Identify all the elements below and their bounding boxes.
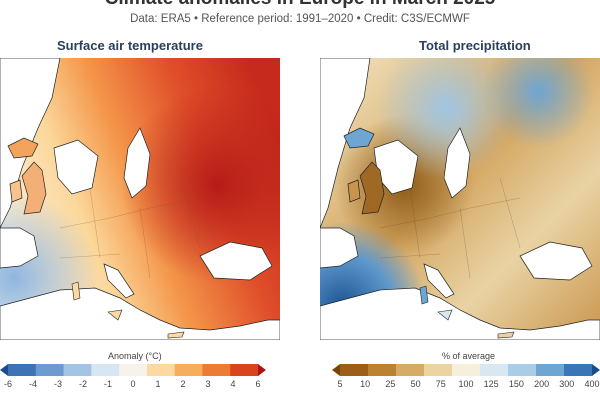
temperature-colorbar-label: Anomaly (°C) [108, 351, 162, 361]
precipitation-tick-label: 75 [435, 379, 446, 389]
temperature-colorbar-segment [202, 364, 231, 376]
temperature-tick-label: -2 [78, 379, 88, 389]
precipitation-colorbar-segment [424, 364, 453, 376]
precipitation-tick-label: 50 [410, 379, 421, 389]
temperature-tick-label: 6 [255, 379, 261, 389]
precipitation-colorbar-arrow-high [592, 364, 600, 376]
temperature-colorbar-arrow-low [0, 364, 8, 376]
temperature-colorbar-segment [230, 364, 259, 376]
temperature-panel-title: Surface air temperature [57, 38, 203, 53]
precipitation-colorbar [332, 364, 600, 376]
precipitation-colorbar-segment [340, 364, 369, 376]
precipitation-tick-label: 125 [483, 379, 499, 389]
precipitation-tick-label: 5 [337, 379, 343, 389]
precipitation-colorbar-segment [396, 364, 425, 376]
precipitation-tick-label: 100 [458, 379, 474, 389]
chart-title: Climate anomalies in Europe in March 202… [0, 0, 600, 10]
temperature-colorbar-segment [174, 364, 203, 376]
temperature-colorbar-segment [8, 364, 37, 376]
temperature-colorbar-segment [146, 364, 176, 376]
precipitation-colorbar-label: % of average [442, 351, 496, 361]
temperature-colorbar-segment [119, 364, 148, 376]
temperature-tick-label: -4 [28, 379, 38, 389]
precipitation-colorbar-ticks: 5 10 25 50 75 100 125 150 200 300 400 [332, 379, 600, 393]
temperature-tick-label: -6 [3, 379, 13, 389]
temperature-tick-label: 0 [130, 379, 136, 389]
temperature-anomaly-map [0, 58, 280, 340]
precipitation-tick-label: 150 [508, 379, 524, 389]
temperature-colorbar-arrow-high [258, 364, 266, 376]
temperature-colorbar-segment [91, 364, 120, 376]
temperature-tick-label: 2 [180, 379, 186, 389]
precipitation-colorbar-segment [536, 364, 565, 376]
temperature-colorbar [0, 364, 266, 376]
precipitation-colorbar-segment [564, 364, 593, 376]
temperature-colorbar-segment [63, 364, 92, 376]
temperature-tick-label: 4 [230, 379, 236, 389]
precipitation-tick-label: 10 [360, 379, 371, 389]
precipitation-colorbar-segment [368, 364, 397, 376]
precipitation-colorbar-arrow-low [332, 364, 340, 376]
temperature-colorbar-segment [35, 364, 65, 376]
temperature-tick-label: -1 [103, 379, 113, 389]
precipitation-tick-label: 25 [385, 379, 396, 389]
temperature-colorbar-ticks: -6 -4 -3 -2 -1 0 1 2 3 4 6 [0, 379, 266, 393]
precipitation-panel-title: Total precipitation [419, 38, 531, 53]
precipitation-colorbar-segment [480, 364, 509, 376]
temperature-tick-label: 3 [205, 379, 211, 389]
precipitation-colorbar-segment [452, 364, 481, 376]
chart-subtitle: Data: ERA5 • Reference period: 1991–2020… [130, 13, 470, 25]
precipitation-colorbar-segment [508, 364, 537, 376]
temperature-tick-label: 1 [155, 379, 161, 389]
precipitation-tick-label: 300 [559, 379, 575, 389]
precipitation-tick-label: 400 [584, 379, 600, 389]
precipitation-tick-label: 200 [534, 379, 550, 389]
precipitation-anomaly-map [320, 58, 600, 340]
temperature-tick-label: -3 [53, 379, 63, 389]
